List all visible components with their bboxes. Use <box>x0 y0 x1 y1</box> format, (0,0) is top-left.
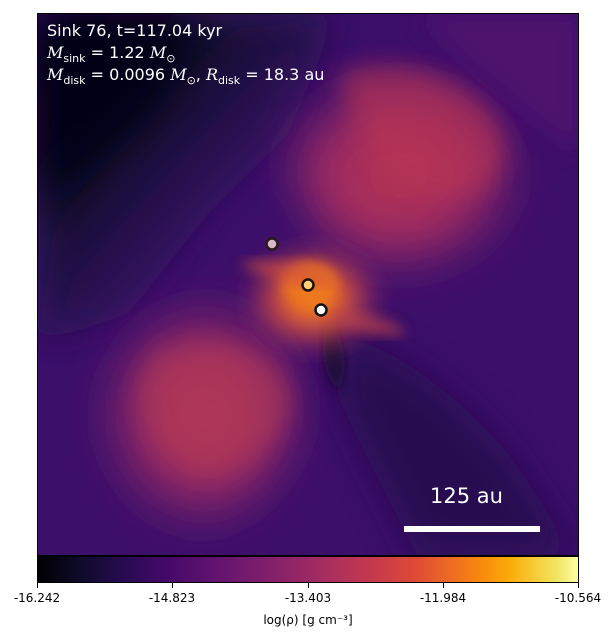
colorbar-tick <box>443 583 444 588</box>
density-image <box>38 14 578 555</box>
colorbar-tick-label: -14.823 <box>148 591 196 605</box>
disk-mass-unit-subscript: ⊙ <box>186 74 196 87</box>
scale-bar <box>404 526 540 532</box>
disk-mass-value: = 0.0096 <box>85 65 171 84</box>
sink-mass-label: Msink = 1.22 M⊙ <box>47 43 175 65</box>
colorbar <box>37 556 579 583</box>
mass-subscript: sink <box>63 52 86 65</box>
disk-mass-subscript: disk <box>63 74 86 87</box>
snapshot-title: Sink 76, t=117.04 kyr <box>47 21 223 40</box>
colorbar-tick-label: -10.564 <box>554 591 602 605</box>
density-map: Sink 76, t=117.04 kyr Msink = 1.22 M⊙ Md… <box>37 13 579 556</box>
colorbar-tick-label: -13.403 <box>284 591 332 605</box>
colorbar-tick <box>308 583 309 588</box>
colorbar-label: log(ρ) [g cm⁻³] <box>263 613 353 627</box>
mass-unit-subscript: ⊙ <box>166 52 176 65</box>
colorbar-tick <box>172 583 173 588</box>
disk-properties-label: Mdisk = 0.0096 M⊙, Rdisk = 18.3 au <box>47 65 324 87</box>
scale-bar-label: 125 au <box>430 484 503 508</box>
colorbar-tick <box>37 583 38 588</box>
separator: , <box>195 65 206 84</box>
disk-mass-unit: M <box>170 65 187 84</box>
colorbar-tick-label: -11.984 <box>419 591 467 605</box>
colorbar-tick-label: -16.242 <box>13 591 61 605</box>
disk-radius-value: = 18.3 au <box>240 65 325 84</box>
mass-symbol: M <box>47 43 64 62</box>
mass-unit: M <box>149 43 167 62</box>
colorbar-tick <box>578 583 579 588</box>
mass-value: = 1.22 <box>85 43 150 62</box>
disk-radius-symbol: R <box>205 65 219 84</box>
disk-mass-symbol: M <box>47 65 64 84</box>
disk-radius-subscript: disk <box>218 74 241 87</box>
